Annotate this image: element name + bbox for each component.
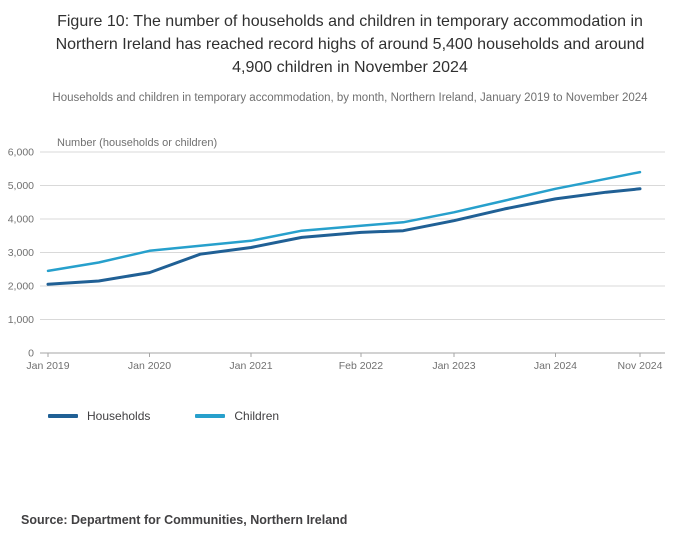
x-tick-label: Nov 2024 <box>618 360 663 372</box>
children-line-swatch <box>195 414 226 418</box>
x-tick-label: Jan 2024 <box>534 360 577 372</box>
chart-legend: Households Children <box>48 409 279 423</box>
line-chart: 0 1,000 2,000 3,000 4,000 5,000 6,000 Number (h… <box>8 137 665 372</box>
x-tick-label: Feb 2022 <box>339 360 384 372</box>
series-line-children <box>46 170 642 273</box>
chart-header: Figure 10: The number of households and … <box>20 10 680 107</box>
y-tick-label: 3,000 <box>8 247 34 259</box>
series-line-households <box>46 187 642 286</box>
legend-label-children: Children <box>234 409 280 423</box>
y-axis-title: Number (households or children) <box>57 137 217 149</box>
y-tick-label: 1,000 <box>8 314 34 326</box>
x-tick-label: Jan 2021 <box>229 360 272 372</box>
y-tick-label: 2,000 <box>8 281 34 293</box>
y-tick-label: 0 <box>28 348 34 360</box>
legend-label-households: Households <box>87 409 151 423</box>
chart-title: Figure 10: The number of households and … <box>55 13 645 77</box>
legend-item-children: Children <box>195 409 279 423</box>
y-tick-label: 4,000 <box>8 214 34 226</box>
legend-item-households: Households <box>48 409 150 423</box>
y-tick-label: 5,000 <box>8 180 34 192</box>
x-tick-label: Jan 2023 <box>432 360 475 372</box>
households-line-swatch <box>48 414 78 418</box>
x-tick-label: Jan 2019 <box>26 360 69 372</box>
x-tick-label: Jan 2020 <box>128 360 171 372</box>
chart-subtitle: Households and children in temporary acc… <box>52 91 648 104</box>
y-tick-label: 6,000 <box>8 147 34 159</box>
source-text: Source: Department for Communities, Nort… <box>21 513 348 527</box>
